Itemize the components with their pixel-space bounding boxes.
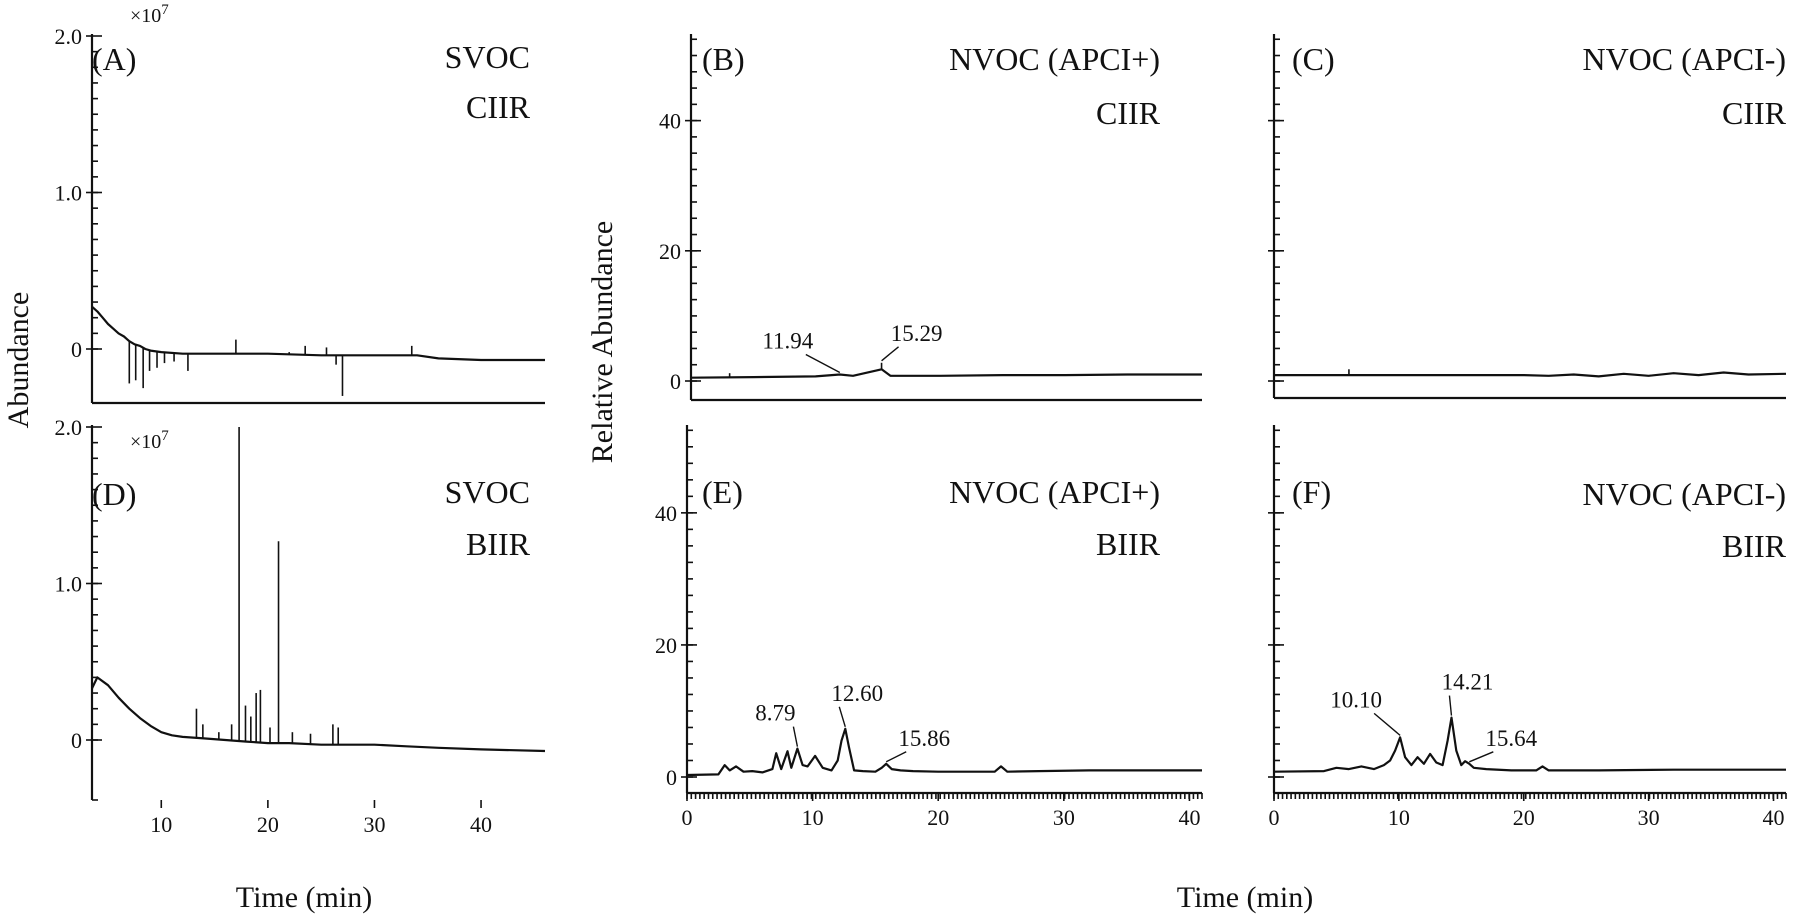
panel-title-line: NVOC (APCI-) xyxy=(1582,41,1786,77)
panel-letter: (E) xyxy=(702,474,743,510)
peak-label: 14.21 xyxy=(1442,670,1494,695)
panel-c: (C) NVOC (APCI-) CIIR xyxy=(1268,34,1787,400)
series-line xyxy=(686,727,1202,777)
x-tick-label: 30 xyxy=(1638,805,1660,830)
left-x-axis-title: Time (min) xyxy=(236,881,372,914)
peak-label: 15.86 xyxy=(898,726,950,751)
x-tick-label: 30 xyxy=(1053,805,1075,830)
x-tick-label: 40 xyxy=(470,812,492,837)
peak-leader-line xyxy=(792,726,799,747)
y-tick-label: 0 xyxy=(666,765,677,790)
y-multiplier: ×107 xyxy=(130,428,169,453)
y-tick-label: 0 xyxy=(670,369,681,394)
x-tick-label: 20 xyxy=(257,812,279,837)
panel-title-line: SVOC xyxy=(445,39,530,75)
panel-title-line: CIIR xyxy=(1722,95,1787,131)
y-tick-label: 2.0 xyxy=(55,24,83,49)
y-tick-label: 0 xyxy=(71,728,82,753)
panel-letter: (F) xyxy=(1292,474,1331,510)
x-tick-label: 20 xyxy=(927,805,949,830)
panel-letter: (D) xyxy=(92,476,136,512)
x-tick-label: 10 xyxy=(1388,805,1410,830)
peak-label: 15.64 xyxy=(1485,726,1537,751)
x-tick-label: 10 xyxy=(150,812,172,837)
series-line xyxy=(91,676,546,753)
panel-d: 0 1.0 2.0 10 20 30 40 ×107 (D) SVOC BIIR xyxy=(55,415,546,837)
panels-group: 0 1.0 2.0 ×107 (A) SVOC CIIR 0 20 40 11.94 15.29 (B)… xyxy=(55,2,1787,837)
panel-title-line: SVOC xyxy=(445,474,530,510)
x-tick-label: 40 xyxy=(1763,805,1785,830)
panel-title-line: NVOC (APCI-) xyxy=(1582,476,1786,512)
panel-title-line: BIIR xyxy=(1096,526,1161,562)
peak-label: 15.29 xyxy=(891,321,943,346)
peak-label: 12.60 xyxy=(831,681,883,706)
panel-title-line: CIIR xyxy=(1096,95,1161,131)
panel-title-line: CIIR xyxy=(466,89,531,125)
middle-y-axis-title: Relative Abundance xyxy=(586,221,619,463)
panel-e: 0 20 40 0 10 20 30 40 8.79 12.60 15.86 (E) NVOC (APC… xyxy=(655,425,1203,830)
panel-b: 0 20 40 11.94 15.29 (B) NVOC (APCI+) CIIR xyxy=(659,34,1202,402)
panel-letter: (C) xyxy=(1292,41,1335,77)
peak-leader-line xyxy=(805,353,841,374)
panel-letter: (B) xyxy=(702,41,745,77)
x-tick-label: 20 xyxy=(1513,805,1535,830)
panel-f: 0 10 20 30 40 10.10 14.21 15.64 (F) NVOC (APCI-) B… xyxy=(1268,425,1787,830)
x-tick-label: 0 xyxy=(682,805,693,830)
y-tick-label: 20 xyxy=(659,239,681,264)
panel-title-line: BIIR xyxy=(466,526,531,562)
peak-leader-line xyxy=(881,346,900,362)
panel-title-line: BIIR xyxy=(1722,528,1787,564)
y-tick-label: 2.0 xyxy=(55,415,83,440)
x-tick-label: 10 xyxy=(802,805,824,830)
right-x-axis-title: Time (min) xyxy=(1177,881,1313,914)
panel-title-line: NVOC (APCI+) xyxy=(949,474,1160,510)
peak-label: 10.10 xyxy=(1330,687,1382,712)
x-tick-label: 0 xyxy=(1269,805,1280,830)
peak-label: 8.79 xyxy=(755,701,795,726)
x-tick-label: 40 xyxy=(1178,805,1200,830)
y-tick-label: 40 xyxy=(655,501,677,526)
peak-label: 11.94 xyxy=(762,328,813,353)
peak-leader-line xyxy=(885,751,907,763)
y-tick-label: 0 xyxy=(71,337,82,362)
panel-a: 0 1.0 2.0 ×107 (A) SVOC CIIR xyxy=(55,2,545,405)
peak-leader-line xyxy=(1448,695,1453,716)
y-tick-label: 20 xyxy=(655,633,677,658)
y-tick-label: 1.0 xyxy=(55,181,83,206)
series-line xyxy=(690,368,1202,379)
y-multiplier: ×107 xyxy=(130,2,169,27)
x-tick-label: 30 xyxy=(363,812,385,837)
series-line xyxy=(1274,371,1787,378)
series-line xyxy=(91,305,545,362)
peak-leader-line xyxy=(1469,751,1494,763)
left-y-axis-title: Abundance xyxy=(2,292,35,429)
peak-leader-line xyxy=(838,706,846,727)
y-tick-label: 1.0 xyxy=(55,572,83,597)
peak-leader-line xyxy=(1373,712,1401,736)
panel-letter: (A) xyxy=(92,41,136,77)
panel-title-line: NVOC (APCI+) xyxy=(949,41,1160,77)
y-tick-label: 40 xyxy=(659,109,681,134)
series-line xyxy=(1273,716,1786,773)
